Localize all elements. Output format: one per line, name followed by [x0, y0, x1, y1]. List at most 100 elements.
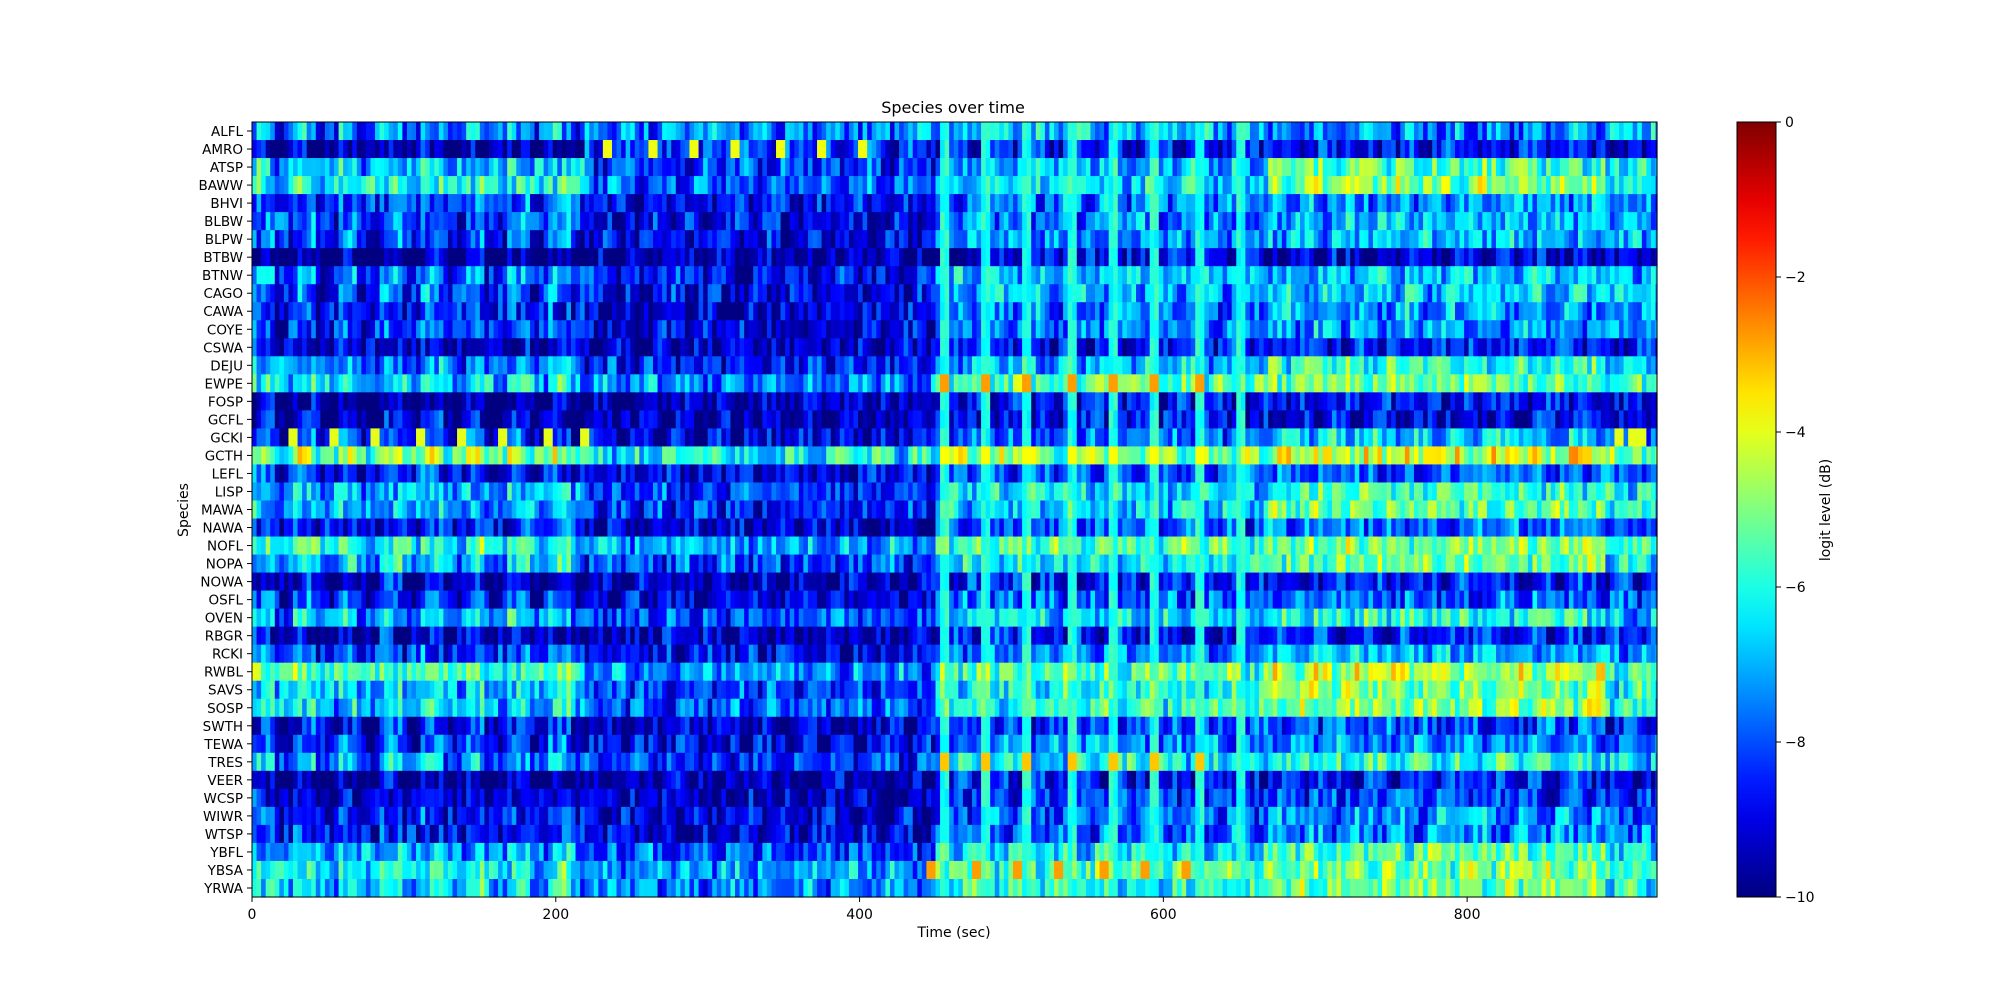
heatmap-cell [1044, 176, 1051, 195]
heatmap-cell [1550, 356, 1556, 375]
heatmap-cell [1236, 194, 1242, 213]
heatmap-cell [1459, 302, 1465, 321]
heatmap-cell [1309, 122, 1315, 141]
heatmap-cell [1163, 284, 1169, 303]
heatmap-cell [885, 392, 891, 411]
heatmap-cell [516, 230, 522, 249]
heatmap-cell [1286, 230, 1292, 249]
heatmap-cell [329, 212, 335, 231]
heatmap-cell [402, 212, 408, 231]
heatmap-cell [949, 140, 955, 159]
heatmap-cell [1623, 356, 1629, 375]
heatmap-cell [958, 212, 964, 231]
heatmap-cell [1277, 338, 1283, 357]
heatmap-cell [835, 356, 841, 375]
heatmap-cell [1240, 140, 1246, 159]
heatmap-cell [434, 122, 440, 141]
heatmap-cell [1468, 302, 1474, 321]
heatmap-cell [1459, 284, 1465, 303]
heatmap-cell [1413, 374, 1420, 393]
heatmap-cell [689, 140, 695, 159]
heatmap-cell [1281, 392, 1287, 411]
heatmap-cell [1090, 374, 1096, 393]
heatmap-cell [1245, 374, 1251, 393]
heatmap-cell [930, 230, 937, 249]
heatmap-cell [1591, 176, 1597, 195]
heatmap-cell [794, 392, 800, 411]
heatmap-cell [935, 374, 941, 393]
heatmap-cell [461, 176, 467, 195]
heatmap-cell [748, 356, 754, 375]
heatmap-cell [1095, 266, 1101, 285]
heatmap-cell [967, 284, 973, 303]
heatmap-cell [1012, 248, 1019, 267]
heatmap-cell [716, 158, 722, 177]
heatmap-cell [1614, 356, 1620, 375]
heatmap-cell [748, 284, 754, 303]
heatmap-cell [903, 248, 909, 267]
heatmap-cell [675, 392, 681, 411]
heatmap-cell [438, 212, 444, 231]
heatmap-cell [1573, 212, 1579, 231]
heatmap-cell [817, 140, 823, 159]
heatmap-cell [338, 194, 344, 213]
heatmap-cell [962, 266, 969, 285]
heatmap-cell [1022, 302, 1028, 321]
heatmap-cell [457, 230, 463, 249]
heatmap-cell [1418, 176, 1424, 195]
heatmap-cell [766, 212, 773, 231]
heatmap-cell [1022, 158, 1028, 177]
heatmap-cell [675, 176, 681, 195]
heatmap-cell [256, 392, 262, 411]
heatmap-cell [1591, 266, 1597, 285]
heatmap-cell [871, 194, 877, 213]
heatmap-cell [1568, 248, 1575, 267]
heatmap-cell [397, 176, 403, 195]
heatmap-cell [817, 230, 823, 249]
heatmap-cell [780, 212, 786, 231]
heatmap-cell [1245, 356, 1251, 375]
heatmap-cell [311, 158, 317, 177]
heatmap-cell [848, 356, 855, 375]
heatmap-cell [338, 374, 344, 393]
heatmap-cell [1409, 140, 1415, 159]
heatmap-cell [1527, 248, 1534, 267]
heatmap-cell [534, 356, 540, 375]
heatmap-cell [1322, 122, 1328, 141]
heatmap-cell [1290, 176, 1297, 195]
heatmap-cell [566, 212, 572, 231]
heatmap-cell [611, 374, 618, 393]
heatmap-cell [826, 356, 832, 375]
heatmap-cell [639, 158, 645, 177]
heatmap-cell [1149, 320, 1155, 339]
heatmap-cell [1568, 158, 1575, 177]
heatmap-cell [912, 194, 918, 213]
heatmap-cell [657, 320, 663, 339]
heatmap-cell [411, 212, 417, 231]
heatmap-cell [812, 284, 818, 303]
heatmap-cell [1427, 374, 1433, 393]
heatmap-cell [675, 212, 681, 231]
heatmap-cell [607, 266, 613, 285]
heatmap-cell [1049, 392, 1055, 411]
heatmap-cell [1413, 338, 1420, 357]
heatmap-cell [1259, 302, 1265, 321]
heatmap-cell [1236, 230, 1242, 249]
heatmap-cell [557, 122, 563, 141]
heatmap-cell [1268, 230, 1274, 249]
heatmap-cell [343, 230, 349, 249]
heatmap-cell [607, 140, 613, 159]
heatmap-cell [1486, 194, 1493, 213]
heatmap-cell [1044, 338, 1051, 357]
heatmap-cell [1268, 176, 1274, 195]
heatmap-cell [744, 122, 750, 141]
heatmap-cell [707, 140, 713, 159]
heatmap-cell [256, 338, 262, 357]
heatmap-cell [315, 392, 321, 411]
heatmap-cell [1177, 320, 1183, 339]
heatmap-cell [1400, 356, 1406, 375]
heatmap-cell [293, 284, 299, 303]
heatmap-cell [297, 140, 303, 159]
heatmap-cell [1372, 338, 1379, 357]
heatmap-cell [899, 356, 905, 375]
